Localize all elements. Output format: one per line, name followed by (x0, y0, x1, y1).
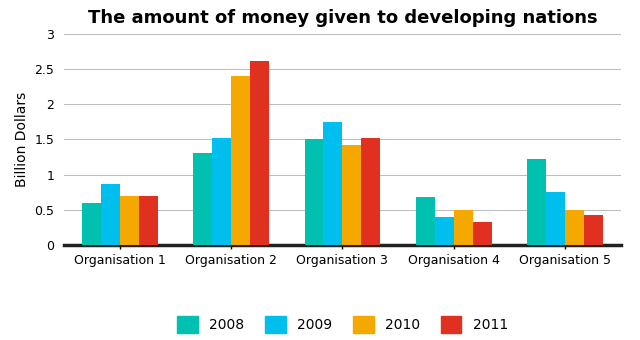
Y-axis label: Billion Dollars: Billion Dollars (15, 92, 29, 187)
Bar (342, 145, 362, 245)
Bar (416, 197, 435, 245)
Bar (100, 184, 120, 245)
Title: The amount of money given to developing nations: The amount of money given to developing … (88, 9, 597, 27)
Bar (565, 210, 584, 245)
Bar (323, 122, 342, 245)
Bar (231, 76, 250, 245)
Bar (435, 217, 454, 245)
Bar (305, 139, 323, 245)
Bar (250, 61, 269, 245)
Bar (212, 138, 231, 245)
Bar (193, 153, 212, 245)
Bar (362, 138, 380, 245)
Bar (527, 159, 546, 245)
Legend: 2008, 2009, 2010, 2011: 2008, 2009, 2010, 2011 (172, 311, 513, 339)
Bar (584, 215, 603, 245)
Bar (473, 222, 492, 245)
Bar (546, 192, 565, 245)
Bar (454, 210, 473, 245)
Bar (139, 195, 157, 245)
Bar (120, 195, 139, 245)
Bar (82, 203, 100, 245)
